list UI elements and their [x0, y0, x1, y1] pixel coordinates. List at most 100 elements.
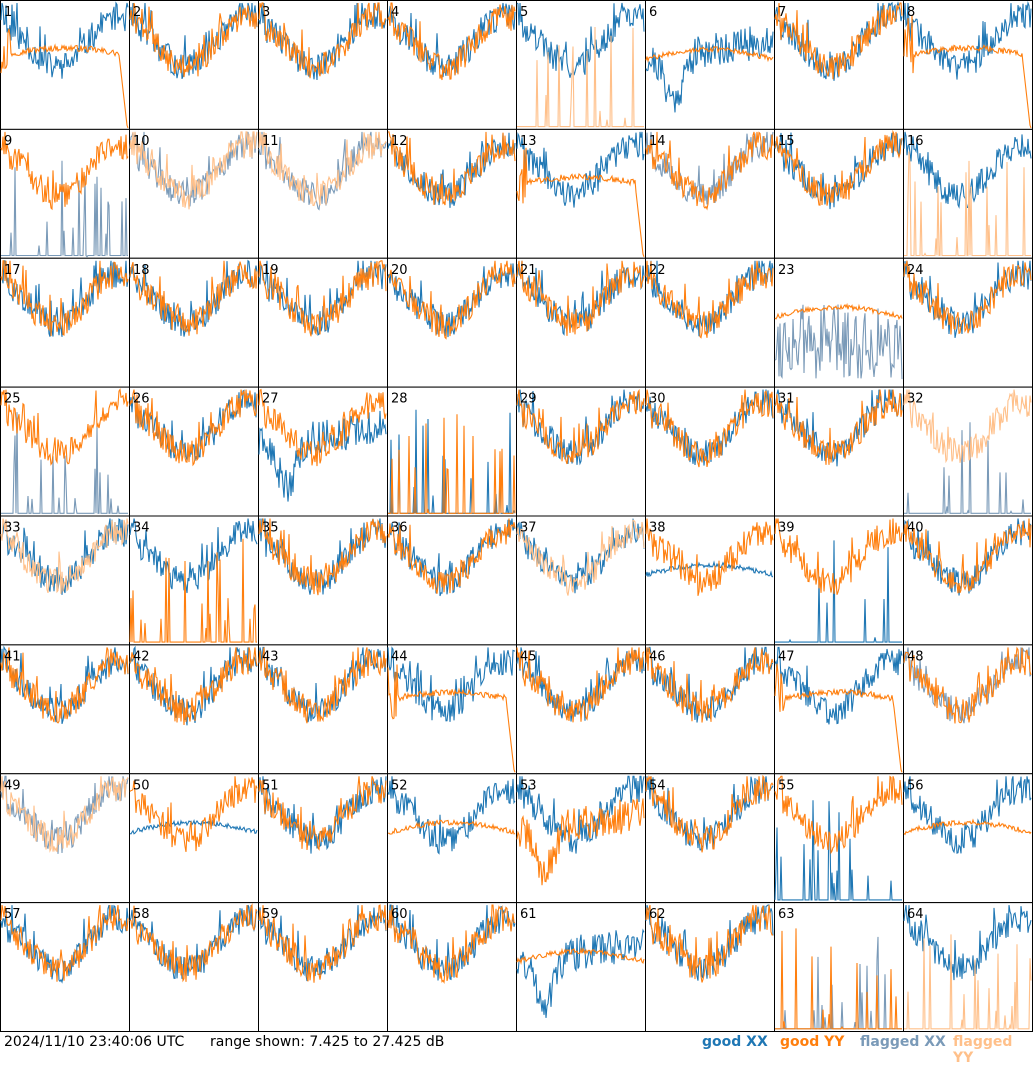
panel-number-label: 49: [4, 778, 21, 793]
footer-bar: 2024/11/10 23:40:06 UTC range shown: 7.4…: [0, 1033, 1033, 1066]
series-xx-line: [645, 646, 774, 723]
antenna-panel-23: 23: [774, 257, 904, 388]
antenna-panel-35: 35: [258, 515, 388, 646]
series-yy-line: [129, 776, 258, 852]
series-xx-line: [516, 260, 645, 336]
series-xx-line: [903, 776, 1032, 854]
series-yy-line: [903, 260, 1032, 335]
panel-number-label: 51: [262, 778, 279, 793]
panel-number-label: 46: [649, 649, 666, 664]
panel-number-label: 17: [4, 263, 21, 278]
antenna-panel-3: 3: [258, 0, 388, 130]
series-yy-line: [903, 818, 1032, 836]
panel-frame: [774, 257, 904, 388]
panel-number-label: 1: [4, 5, 12, 20]
panel-number-label: 15: [778, 134, 795, 149]
series-yy-line: [129, 2, 258, 78]
series-yy-line: [774, 518, 903, 595]
antenna-panel-4: 4: [387, 0, 517, 130]
antenna-panel-1: 1: [0, 0, 130, 130]
panel-frame: [516, 902, 646, 1032]
series-yy-line: [0, 518, 129, 594]
panel-number-label: 24: [907, 263, 924, 278]
panel-frame: [774, 515, 904, 646]
panel-number-label: 63: [778, 907, 795, 922]
antenna-panel-7: 7: [774, 0, 904, 130]
series-yy-line: [129, 131, 258, 210]
panel-number-label: 2: [133, 5, 141, 20]
panel-number-label: 5: [520, 5, 528, 20]
antenna-panel-37: 37: [516, 515, 646, 646]
antenna-panel-49: 49: [0, 773, 130, 904]
panel-number-label: 6: [649, 5, 657, 20]
panel-number-label: 55: [778, 778, 795, 793]
series-yy-line: [387, 2, 516, 81]
antenna-panel-24: 24: [903, 257, 1033, 388]
series-xx-line: [903, 0, 1032, 80]
panel-number-label: 33: [4, 521, 21, 536]
series-yy-line: [517, 26, 644, 128]
antenna-panel-52: 52: [387, 773, 517, 904]
panel-frame: [516, 773, 646, 904]
panel-number-label: 38: [649, 521, 666, 536]
panel-number-label: 10: [133, 134, 150, 149]
series-yy-line: [645, 518, 774, 596]
series-yy-line: [903, 646, 1032, 724]
series-yy-line: [388, 131, 516, 206]
antenna-panel-58: 58: [129, 902, 259, 1032]
antenna-panel-16: 16: [903, 128, 1033, 259]
series-yy-line: [516, 388, 645, 465]
antenna-panel-43: 43: [258, 644, 388, 775]
panel-number-label: 62: [649, 907, 666, 922]
panel-number-label: 26: [133, 392, 150, 407]
panel-number-label: 27: [262, 392, 279, 407]
antenna-panel-63: 63: [774, 902, 904, 1032]
series-yy-line: [258, 776, 387, 851]
series-yy-line: [387, 904, 516, 984]
panel-number-label: 36: [391, 521, 408, 536]
panel-frame: [645, 0, 775, 130]
series-yy-line: [645, 46, 774, 63]
series-yy-line: [129, 647, 258, 726]
series-yy-line: [258, 388, 387, 467]
series-xx-line: [775, 540, 902, 643]
series-xx-line: [903, 131, 1032, 209]
antenna-panel-60: 60: [387, 902, 517, 1032]
panel-number-label: 54: [649, 778, 666, 793]
series-xx-line: [387, 132, 516, 208]
series-xx-line: [516, 389, 645, 466]
series-yy-line: [258, 904, 387, 983]
panel-number-label: 56: [907, 778, 924, 793]
antenna-panel-19: 19: [258, 257, 388, 388]
panel-number-label: 39: [778, 521, 795, 536]
series-xx-line: [258, 131, 387, 211]
antenna-panel-22: 22: [645, 257, 775, 388]
series-yy-line: [387, 818, 516, 835]
series-yy-line: [0, 131, 129, 211]
panel-frame: [258, 386, 388, 517]
range-label: range shown: 7.425 to 27.425 dB: [210, 1034, 445, 1050]
panel-number-label: 29: [520, 392, 537, 407]
panel-number-label: 28: [391, 392, 408, 407]
series-yy-line: [387, 664, 516, 773]
series-yy-line: [0, 647, 129, 724]
antenna-panel-31: 31: [774, 386, 904, 517]
series-yy-line: [645, 647, 774, 723]
series-yy-line: [516, 260, 645, 336]
antenna-panel-56: 56: [903, 773, 1033, 904]
series-xx-line: [774, 132, 903, 210]
series-xx-line: [387, 646, 516, 722]
antenna-panel-44: 44: [387, 644, 517, 775]
panel-frame: [903, 386, 1033, 517]
series-xx-line: [516, 775, 645, 854]
series-xx-line: [903, 518, 1032, 596]
series-xx-line: [516, 928, 645, 1018]
antenna-panel-42: 42: [129, 644, 259, 775]
antenna-panel-27: 27: [258, 386, 388, 517]
panel-number-label: 21: [520, 263, 537, 278]
series-yy-line: [0, 904, 129, 982]
antenna-panel-53: 53: [516, 773, 646, 904]
series-xx-line: [0, 1, 129, 79]
series-yy-line: [775, 928, 902, 1030]
panel-number-label: 53: [520, 778, 537, 793]
